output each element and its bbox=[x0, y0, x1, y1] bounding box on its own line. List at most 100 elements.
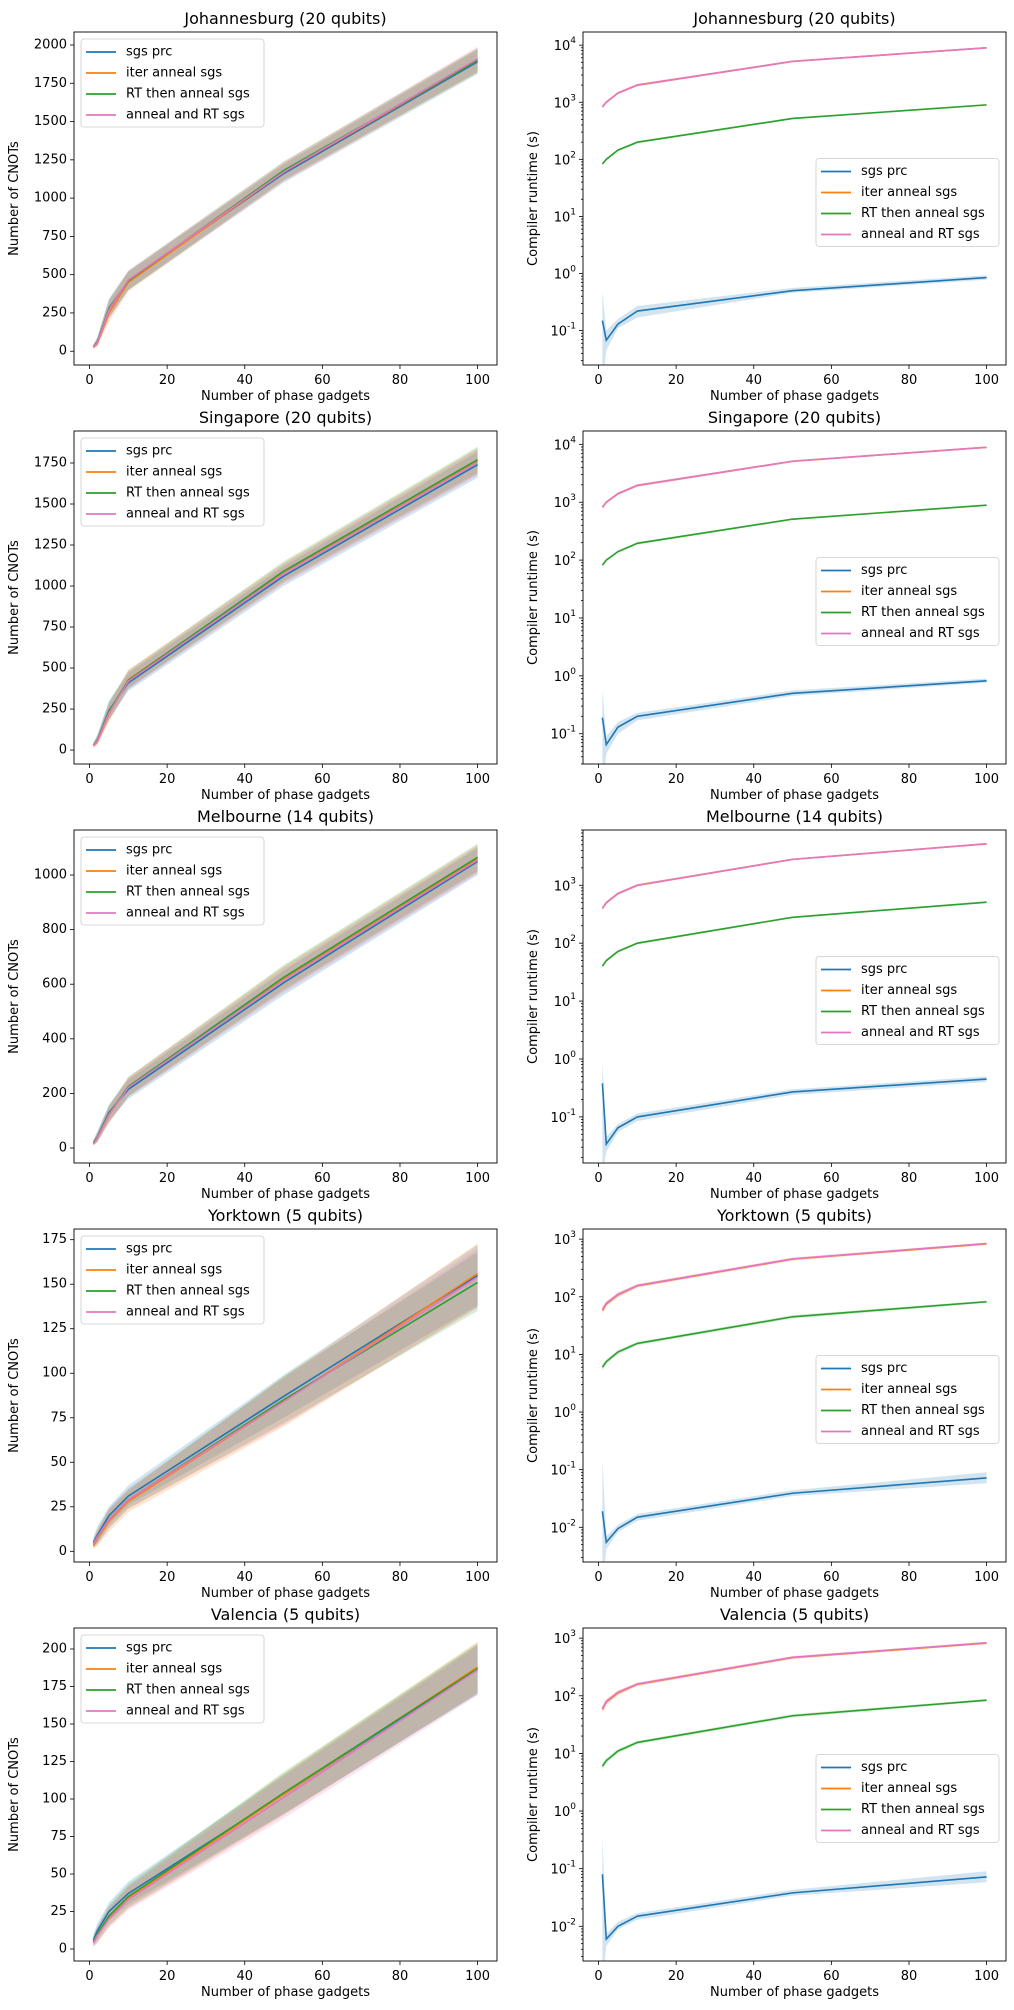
confidence-band-4 bbox=[93, 449, 478, 748]
legend-label-2: iter anneal sgs bbox=[126, 1263, 222, 1278]
plot-area bbox=[92, 843, 479, 1146]
x-tick-label: 40 bbox=[745, 373, 762, 388]
y-axis-label: Number of CNOTs bbox=[7, 141, 22, 256]
y-tick-label: 500 bbox=[42, 267, 67, 282]
chart-title: Yorktown (5 qubits) bbox=[716, 1206, 872, 1225]
confidence-band-3 bbox=[93, 446, 478, 747]
y-tick-label: 1500 bbox=[34, 114, 67, 129]
confidence-band-4 bbox=[602, 1242, 987, 1314]
axes-frame bbox=[73, 829, 498, 1164]
y-axis-label: Number of CNOTs bbox=[7, 939, 22, 1054]
chart-title: Singapore (20 qubits) bbox=[708, 408, 881, 427]
series-line-4 bbox=[601, 446, 987, 508]
y-axis-label: Compiler runtime (s) bbox=[526, 1727, 541, 1862]
axes-frame bbox=[582, 1627, 1007, 1962]
x-tick-label: 20 bbox=[668, 373, 685, 388]
y-tick-label: 1000 bbox=[34, 579, 67, 594]
legend-label-3: RT then anneal sgs bbox=[861, 605, 985, 620]
legend: sgs prc iter anneal sgs RT then anneal sgs… bbox=[80, 1235, 265, 1325]
axes-frame bbox=[73, 31, 498, 366]
confidence-band-1 bbox=[93, 451, 478, 747]
x-tick-label: 40 bbox=[236, 373, 253, 388]
y-tick-label: 10-2 bbox=[550, 1917, 576, 1935]
axes-frame bbox=[73, 1228, 498, 1563]
series-line-2 bbox=[601, 1243, 987, 1311]
plot-area bbox=[92, 446, 478, 748]
x-tick-label: 0 bbox=[594, 1969, 602, 1984]
x-tick-label: 60 bbox=[823, 1570, 840, 1585]
y-axis-label: Number of CNOTs bbox=[7, 1737, 22, 1852]
x-axis-label: Number of phase gadgets bbox=[201, 1985, 370, 2000]
plot-area bbox=[92, 1641, 479, 1948]
y-tick-label: 103 bbox=[554, 876, 576, 894]
confidence-band-4 bbox=[602, 446, 987, 509]
legend: sgs prc iter anneal sgs RT then anneal sgs… bbox=[815, 557, 1000, 646]
legend-box bbox=[815, 1355, 1000, 1444]
confidence-band-2 bbox=[602, 1641, 987, 1714]
y-tick-label: 1250 bbox=[34, 538, 67, 553]
legend-label-3: RT then anneal sgs bbox=[126, 1284, 250, 1299]
chart-title: Singapore (20 qubits) bbox=[199, 408, 372, 427]
legend-label-4: anneal and RT sgs bbox=[861, 626, 980, 641]
legend: sgs prc iter anneal sgs RT then anneal sgs… bbox=[80, 38, 265, 128]
y-tick-label: 101 bbox=[554, 992, 576, 1010]
x-tick-label: 40 bbox=[236, 1570, 253, 1585]
legend-label-4: anneal and RT sgs bbox=[126, 1704, 245, 1719]
x-tick-label: 80 bbox=[901, 1969, 918, 1984]
y-tick-label: 50 bbox=[50, 1867, 67, 1882]
x-tick-label: 60 bbox=[314, 1969, 331, 1984]
plot-area bbox=[601, 842, 987, 1163]
y-tick-label: 100 bbox=[554, 264, 577, 282]
chart-title: Johannesburg (20 qubits) bbox=[692, 9, 895, 28]
chart-panel-8: 10-2 10-1 100 101 102 103 0 20 40 60 80 100 Yorktown… bbox=[526, 1206, 1007, 1601]
legend-label-4: anneal and RT sgs bbox=[861, 1424, 980, 1439]
chart-panel-6: 10-1 100 101 102 103 0 20 40 60 80 100 Melbourne (1… bbox=[526, 807, 1007, 1202]
chart-panel-10: 10-2 10-1 100 101 102 103 0 20 40 60 80 100 Valencia… bbox=[526, 1605, 1007, 2000]
y-tick-label: 250 bbox=[42, 305, 67, 320]
legend-label-4: anneal and RT sgs bbox=[861, 1025, 980, 1040]
y-tick-label: 750 bbox=[42, 229, 67, 244]
plot-area bbox=[601, 46, 987, 365]
legend-label-4: anneal and RT sgs bbox=[861, 227, 980, 242]
y-tick-label: 125 bbox=[42, 1754, 67, 1769]
y-tick-label: 0 bbox=[59, 1140, 67, 1155]
x-tick-label: 0 bbox=[594, 772, 602, 787]
confidence-band-3 bbox=[602, 104, 987, 166]
legend-label-1: sgs prc bbox=[126, 843, 172, 858]
x-tick-label: 20 bbox=[668, 1171, 685, 1186]
confidence-band-2 bbox=[602, 1242, 987, 1315]
y-tick-label: 100 bbox=[554, 1802, 577, 1820]
series-line-2 bbox=[601, 1642, 987, 1710]
legend-box bbox=[815, 956, 1000, 1045]
x-tick-label: 60 bbox=[823, 1969, 840, 1984]
x-tick-label: 40 bbox=[745, 1969, 762, 1984]
y-tick-label: 150 bbox=[42, 1277, 67, 1292]
series-line-1 bbox=[601, 1477, 987, 1545]
chart-title: Melbourne (14 qubits) bbox=[197, 807, 374, 826]
x-tick-label: 0 bbox=[594, 373, 602, 388]
legend-label-4: anneal and RT sgs bbox=[861, 1823, 980, 1838]
x-tick-label: 0 bbox=[85, 1171, 93, 1186]
series-line-2 bbox=[601, 842, 987, 909]
y-tick-label: 10-1 bbox=[550, 1859, 576, 1877]
confidence-band-3 bbox=[602, 1698, 987, 1770]
series-line-3 bbox=[601, 1699, 987, 1767]
series-line-4 bbox=[92, 1276, 479, 1545]
series-line-3 bbox=[601, 104, 987, 165]
x-tick-label: 20 bbox=[159, 1171, 176, 1186]
y-tick-label: 2000 bbox=[34, 38, 67, 53]
y-axis-label: Compiler runtime (s) bbox=[526, 131, 541, 266]
plot-area bbox=[601, 446, 987, 764]
confidence-band-1 bbox=[93, 1644, 478, 1945]
axes-frame bbox=[582, 829, 1007, 1164]
y-tick-label: 75 bbox=[50, 1410, 67, 1425]
x-axis-label: Number of phase gadgets bbox=[710, 1586, 879, 1601]
x-tick-label: 80 bbox=[901, 772, 918, 787]
x-tick-label: 40 bbox=[236, 1969, 253, 1984]
y-axis-label: Number of CNOTs bbox=[7, 1338, 22, 1453]
confidence-band-1 bbox=[602, 1835, 987, 1961]
legend-box bbox=[815, 557, 1000, 646]
x-tick-label: 80 bbox=[392, 1570, 409, 1585]
x-tick-label: 100 bbox=[974, 373, 999, 388]
x-axis-label: Number of phase gadgets bbox=[201, 389, 370, 404]
